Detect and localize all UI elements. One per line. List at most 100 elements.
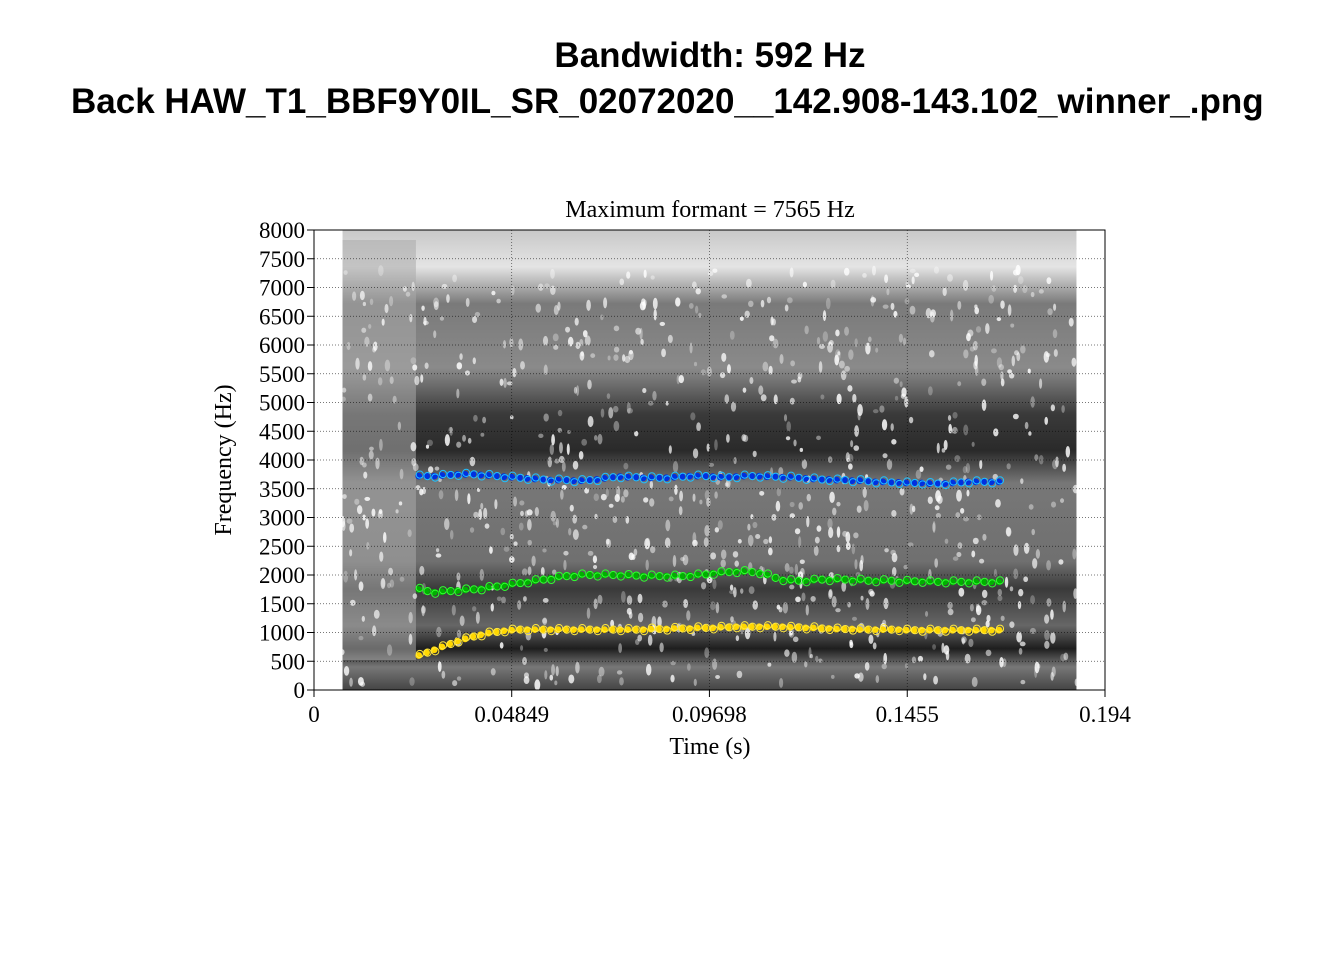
spectrogram-speckle [542, 335, 549, 346]
spectrogram-speckle [575, 661, 580, 674]
formant-point-outline [624, 471, 633, 480]
formant-point-outline [709, 625, 718, 634]
spectrogram-speckle [952, 411, 958, 419]
spectrogram-speckle [974, 304, 978, 309]
formant-point-outline [647, 623, 656, 632]
formant-point-outline [732, 474, 742, 483]
spectrogram-speckle [420, 606, 426, 614]
spectrogram-speckle [805, 604, 809, 616]
formant-point [515, 626, 523, 634]
spectrogram-speckle [346, 342, 351, 351]
spectrogram-speckle [955, 512, 961, 519]
spectrogram-speckle [1030, 396, 1035, 408]
spectrogram-speckle [414, 375, 420, 386]
spectrogram-speckle [1024, 421, 1029, 430]
spectrogram-speckle [829, 491, 835, 503]
spectrogram-speckle [1011, 355, 1016, 367]
formant-point-outline [547, 627, 556, 636]
spectrogram-speckle [659, 321, 666, 327]
spectrogram-speckle [1062, 463, 1067, 472]
spectrogram-speckle [1044, 629, 1050, 641]
formant-point-outline [903, 477, 912, 486]
spectrogram-speckle [720, 559, 726, 568]
spectrogram-speckle [395, 509, 399, 514]
spectrogram-speckle [847, 601, 851, 608]
spectrogram-speckle [366, 541, 370, 550]
spectrogram-speckle [593, 435, 598, 441]
formant-point [492, 583, 500, 590]
spectrogram-speckle [586, 607, 591, 619]
formant-point-outline [477, 632, 486, 641]
spectrogram-speckle [355, 357, 360, 370]
formant-point [864, 626, 871, 634]
spectrogram-speckle [899, 488, 905, 496]
spectrogram-speckle [675, 297, 681, 307]
spectrogram-speckle [692, 493, 696, 502]
formant-point-outline [833, 623, 842, 632]
spectrogram-speckle [847, 385, 853, 392]
formant-point-outline [740, 470, 749, 479]
formant-point-outline [547, 575, 556, 585]
formant-point-outline [972, 576, 981, 585]
formant-point [446, 471, 454, 479]
spectrogram-speckle [891, 509, 897, 517]
spectrogram-speckle [647, 634, 653, 646]
spectrogram-speckle [633, 548, 638, 556]
spectrogram-speckle [662, 600, 668, 608]
spectrogram-speckle [693, 361, 698, 367]
formant-point [562, 476, 570, 484]
spectrogram-speckle [1018, 647, 1023, 655]
spectrogram-speckle [714, 491, 718, 499]
formant-point-outline [833, 574, 842, 583]
formant-point-outline [624, 624, 633, 633]
spectrogram-speckle [670, 674, 675, 683]
spectrogram-speckle [643, 497, 649, 503]
spectrogram-speckle [997, 588, 1002, 597]
spectrogram-speckle [576, 385, 580, 396]
spectrogram-speckle [714, 527, 720, 533]
spectrogram-speckle [389, 376, 394, 385]
formant-point [887, 626, 895, 634]
formant-point [864, 477, 871, 485]
spectrogram-speckle [543, 413, 549, 422]
spectrogram-speckle [612, 516, 618, 524]
spectrogram-speckle [696, 422, 701, 432]
spectrogram-speckle [475, 611, 480, 624]
spectrogram-speckle [557, 409, 563, 417]
spectrogram-speckle [352, 291, 357, 301]
spectrogram-speckle [692, 448, 699, 459]
spectrogram-speckle [801, 592, 806, 602]
formant-point-outline [570, 478, 579, 487]
spectrogram-speckle [367, 393, 373, 402]
spectrogram-speckle [784, 649, 790, 657]
formant-point-outline [763, 471, 773, 480]
spectrogram-speckle [372, 346, 377, 353]
spectrogram-speckle [766, 296, 772, 304]
spectrogram-speckle [405, 291, 411, 297]
formant-point-outline [663, 626, 672, 635]
formant-point [840, 576, 848, 583]
spectrogram-speckle [409, 677, 415, 686]
spectrogram-speckle [665, 400, 669, 406]
spectrogram-speckle [496, 298, 501, 304]
spectrogram-speckle [612, 405, 619, 413]
spectrogram-speckle [950, 428, 954, 434]
spectrogram-speckle [933, 675, 938, 685]
spectrogram-speckle [579, 351, 585, 361]
spectrogram-speckle [712, 268, 718, 273]
spectrogram-speckle [509, 337, 514, 348]
spectrogram-speckle [645, 663, 652, 676]
spectrogram-speckle [682, 554, 689, 566]
spectrogram-speckle [456, 441, 462, 448]
formant-point-outline [763, 569, 773, 578]
spectrogram-speckle [606, 393, 611, 400]
spectrogram-speckle [759, 490, 765, 496]
formant-point [748, 568, 755, 576]
spectrogram-speckle [827, 456, 833, 463]
spectrogram-speckle [736, 670, 743, 679]
x-axis: 0 0.04849 0.09698 0.1455 0.194 [308, 690, 1131, 727]
spectrogram-speckle [388, 567, 394, 576]
formant-point [585, 476, 593, 484]
spectrogram-speckle [555, 665, 559, 677]
spectrogram-speckle [542, 548, 547, 553]
